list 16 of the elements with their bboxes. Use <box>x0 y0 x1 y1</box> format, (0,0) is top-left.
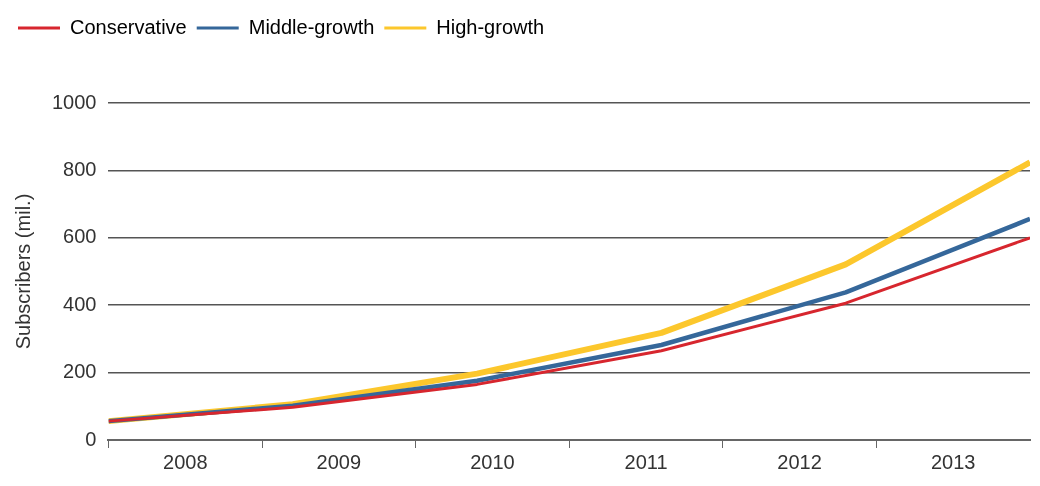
y-tick-label: 800 <box>63 157 97 180</box>
legend-label: High-growth <box>436 15 545 38</box>
x-tick-label: 2008 <box>163 450 208 473</box>
x-tick-label: 2011 <box>624 450 668 473</box>
y-tick-label: 0 <box>85 427 97 450</box>
legend-label: Middle-growth <box>248 15 375 38</box>
x-tick-label: 2010 <box>470 450 515 473</box>
y-axis-title: Subscribers (mil.) <box>11 193 34 350</box>
y-tick-label: 600 <box>63 225 97 248</box>
y-tick-label: 200 <box>63 360 97 383</box>
y-tick-label: 1000 <box>51 90 97 113</box>
legend-label: Conservative <box>70 15 187 38</box>
x-tick-label: 2013 <box>930 450 976 473</box>
y-tick-label: 400 <box>63 292 97 315</box>
x-tick-label: 2009 <box>316 450 362 473</box>
x-tick-label: 2012 <box>777 450 822 473</box>
